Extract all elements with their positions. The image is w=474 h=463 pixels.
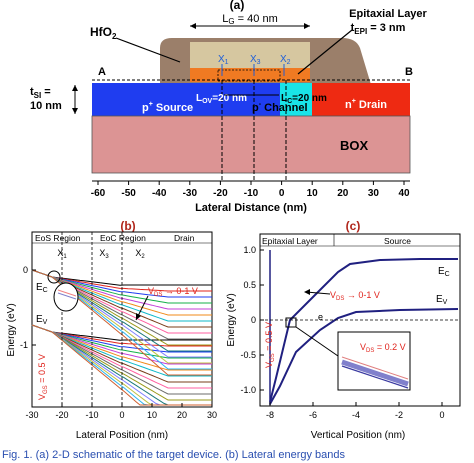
b-x-tick-label: 10 [147,410,157,420]
b-vgs-label: VGS = 0.5 V [37,354,49,400]
tsi-label: tSI = [30,86,51,100]
b-x-tick-label: 0 [119,410,124,420]
panel-c-y-label: Energy (eV) [226,293,237,346]
b-ev-label: EV [36,314,48,326]
a-tick-label: 20 [337,188,349,199]
gate-electrode [190,42,310,68]
b-vds-label: VDS → 0-1 V [148,286,198,298]
x3-marker: X3 [250,54,261,66]
hfo2-label: HfO2 [90,25,117,41]
x1-marker: X1 [218,54,229,66]
channel-label: p- Channel [252,101,308,114]
c-ec-curve [269,258,458,403]
a-tick-label: -10 [244,188,259,199]
x2-marker: X2 [280,54,291,66]
eos-region-label: EoS Region [35,233,81,243]
figure-caption: Fig. 1. (a) 2-D schematic of the target … [2,449,345,461]
c-ev-curve [269,308,459,405]
c-y-tick-label: 0.5 [243,280,256,290]
a-tick-label: -60 [91,188,106,199]
panel-b-x-label: Lateral Position (nm) [76,430,168,441]
c-vgs-label: VGS = 0.5 V [264,322,276,368]
drain-region [312,83,410,116]
c-epi-label: Epitaxial Layer [262,236,318,246]
a-tick-label: 30 [368,188,380,199]
c-zoom-box [285,317,297,328]
c-y-tick-label: 1.0 [243,245,256,255]
panel-c-x-ticks: -8 -6 -4 -2 0 [266,402,445,420]
a-tick-label: 0 [279,188,285,199]
box-label: BOX [340,138,369,153]
panel-c-label: (c) [346,219,361,233]
c-x-tick-label: -6 [309,410,317,420]
c-y-tick-label: -0.5 [240,350,256,360]
eoc-region-label: EoC Region [100,233,146,243]
drain-region-label: Drain [174,233,195,243]
overlap-region [217,69,281,82]
panel-b-y-ticks: 0 -1 [20,265,36,350]
a-tick-label: -30 [183,188,198,199]
panel-b-x-ticks: -30 -20 -10 0 10 20 30 [25,403,217,420]
b-x2-label: X2 [135,248,145,260]
panel-b-y-label: Energy (eV) [6,303,17,356]
c-ev-label: EV [436,294,448,306]
channel-region [280,83,312,116]
c-x-tick-label: -8 [266,410,274,420]
b-ec-label: EC [36,282,48,294]
tsi-value: 10 nm [30,100,62,112]
cut-marker-a: A [98,66,106,78]
lov-label: LOV=20 nm [196,93,247,105]
a-tick-label: 10 [307,188,319,199]
drain-label: n+ Drain [345,98,387,111]
gate-length-label: LG = 40 nm [222,13,277,26]
c-vds-label: VDS → 0-1 V [330,290,380,302]
c-x-tick-label: -4 [352,410,360,420]
b-x-tick-label: -30 [25,410,38,420]
cut-marker-b: B [405,66,413,78]
b-x3-label: X3 [99,248,109,260]
panel-b: (b) EoS Region EoC Region Drain X1 X3 X2… [6,219,217,441]
buried-oxide [91,115,411,174]
c-x-tick-label: 0 [439,410,444,420]
b-x-tick-label: 30 [207,410,217,420]
panel-b-label: (b) [120,219,135,233]
c-electron-label: e [318,312,323,322]
b-x-tick-label: -20 [55,410,68,420]
b-x-tick-label: -10 [85,410,98,420]
b-y-tick-label: -1 [20,340,28,350]
c-y-tick-label: -1.0 [240,385,256,395]
c-source-label: Source [384,236,411,246]
panel-a: (a) LG = 40 nm HfO2 Epitaxial Layer tEPI… [30,0,428,214]
source-label: p+ Source [142,101,193,114]
lc-label: LC=20 nm [281,93,327,105]
tepi-label: tEPI = 3 nm [351,22,406,36]
panel-c-curves [269,250,459,405]
zoom-inset [53,282,79,312]
panel-c: (c) Epitaxial Layer Source EC EV VDS → 0… [226,219,461,441]
c-ec-label: EC [438,266,450,278]
a-tick-label: -40 [152,188,167,199]
panel-a-x-ticks: -60 -50 -40 -30 -20 -10 0 10 20 30 40 [91,181,410,199]
zoom-circle [47,270,61,284]
source-region [92,83,280,116]
panel-c-y-ticks: 1.0 0.5 0 -0.5 -1.0 [240,245,264,395]
b-y-tick-label: 0 [23,265,28,275]
a-tick-label: -50 [121,188,136,199]
b-x-tick-label: 20 [177,410,187,420]
panel-a-label: (a) [230,0,245,12]
a-tick-label: 40 [398,188,410,199]
epi-layer-label: Epitaxial Layer [349,8,427,20]
panel-c-x-label: Vertical Position (nm) [311,430,405,441]
c-x-tick-label: -2 [395,410,403,420]
b-x1-label: X1 [57,248,67,260]
c-inset-label: VDS = 0.2 V [360,342,406,354]
panel-a-x-label: Lateral Distance (nm) [195,202,307,214]
a-tick-label: -20 [213,188,228,199]
c-y-tick-label: 0 [251,315,256,325]
